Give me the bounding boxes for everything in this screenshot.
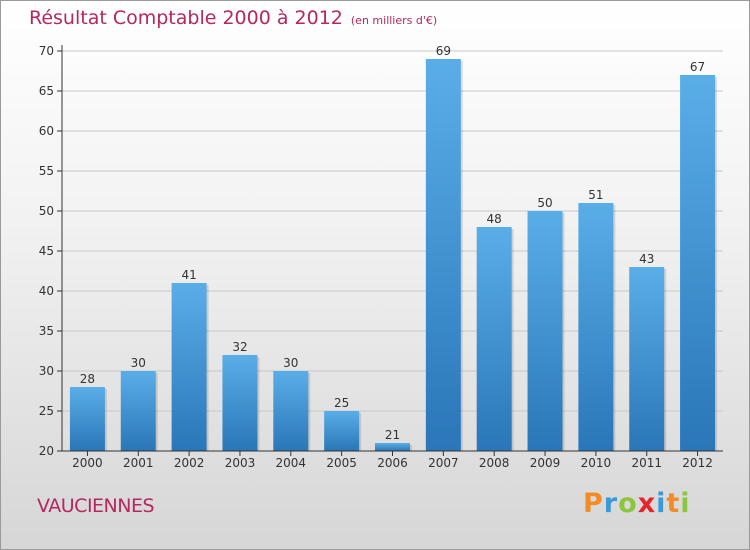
logo-letter: o <box>618 488 638 519</box>
y-tick-label: 25 <box>39 404 54 418</box>
axis-layer: 20 25 30 35 40 45 50 55 60 65 70 2000 2001 2002 2003 20… <box>39 44 723 470</box>
bar <box>629 267 665 451</box>
x-tick-label: 2011 <box>631 456 662 470</box>
x-tick-label: 2010 <box>581 456 612 470</box>
bar-value-label: 32 <box>232 340 247 354</box>
bar-value-label: 51 <box>588 188 603 202</box>
y-tick-label: 35 <box>39 324 54 338</box>
bar-value-label: 48 <box>487 212 502 226</box>
y-tick-label: 30 <box>39 364 54 378</box>
logo-letter: t <box>666 488 681 519</box>
y-tick-label: 70 <box>39 44 54 58</box>
chart-title: Résultat Comptable 2000 à 2012 <box>29 7 343 29</box>
x-tick-label: 2006 <box>377 456 408 470</box>
bar <box>69 387 105 451</box>
y-tick-label: 55 <box>39 164 54 178</box>
y-tick-label: 40 <box>39 284 54 298</box>
logo-letter: i <box>680 488 691 519</box>
commune-name: VAUCIENNES <box>37 495 155 517</box>
bar <box>324 411 360 451</box>
y-tick-label: 45 <box>39 244 54 258</box>
bar <box>171 283 207 451</box>
bar <box>120 371 156 451</box>
y-tick-label: 60 <box>39 124 54 138</box>
bar-value-label: 25 <box>334 396 349 410</box>
proxiti-logo[interactable]: Proxiti <box>583 488 691 519</box>
bar <box>425 59 461 451</box>
bar <box>680 75 716 451</box>
bar-value-label: 69 <box>436 44 451 58</box>
x-tick-label: 2002 <box>174 456 205 470</box>
logo-letter: x <box>637 488 657 519</box>
chart-unit: (en milliers d'€) <box>350 14 438 27</box>
bar <box>527 211 563 451</box>
bar-value-label: 43 <box>639 252 654 266</box>
bar <box>273 371 309 451</box>
y-tick-label: 20 <box>39 444 54 458</box>
logo-letter: P <box>583 488 604 519</box>
x-tick-label: 2003 <box>225 456 256 470</box>
x-tick-label: 2005 <box>326 456 357 470</box>
bar <box>578 203 614 451</box>
x-tick-label: 2008 <box>479 456 510 470</box>
bar-value-label: 21 <box>385 428 400 442</box>
bar <box>375 443 410 451</box>
logo-letter: r <box>603 488 619 519</box>
logo-letter: i <box>656 488 667 519</box>
y-tick-label: 50 <box>39 204 54 218</box>
bar <box>476 227 512 451</box>
x-tick-label: 2000 <box>72 456 103 470</box>
bar-value-label: 67 <box>690 60 705 74</box>
x-tick-label: 2007 <box>428 456 459 470</box>
y-tick-label: 65 <box>39 84 54 98</box>
bar-value-label: 28 <box>80 372 95 386</box>
grid-layer <box>62 50 723 412</box>
x-tick-label: 2009 <box>530 456 561 470</box>
chart-title-block: Résultat Comptable 2000 à 2012 (en millie… <box>29 7 437 29</box>
bar <box>222 355 258 451</box>
bar-value-label: 30 <box>131 356 146 370</box>
bar-layer: 28 30 41 32 30 25 21 69 48 50 51 43 67 <box>69 44 718 451</box>
bar-value-label: 50 <box>537 196 552 210</box>
x-tick-label: 2004 <box>276 456 307 470</box>
x-tick-label: 2001 <box>123 456 154 470</box>
bar-value-label: 30 <box>283 356 298 370</box>
x-tick-label: 2012 <box>682 456 713 470</box>
bar-value-label: 41 <box>181 268 196 282</box>
